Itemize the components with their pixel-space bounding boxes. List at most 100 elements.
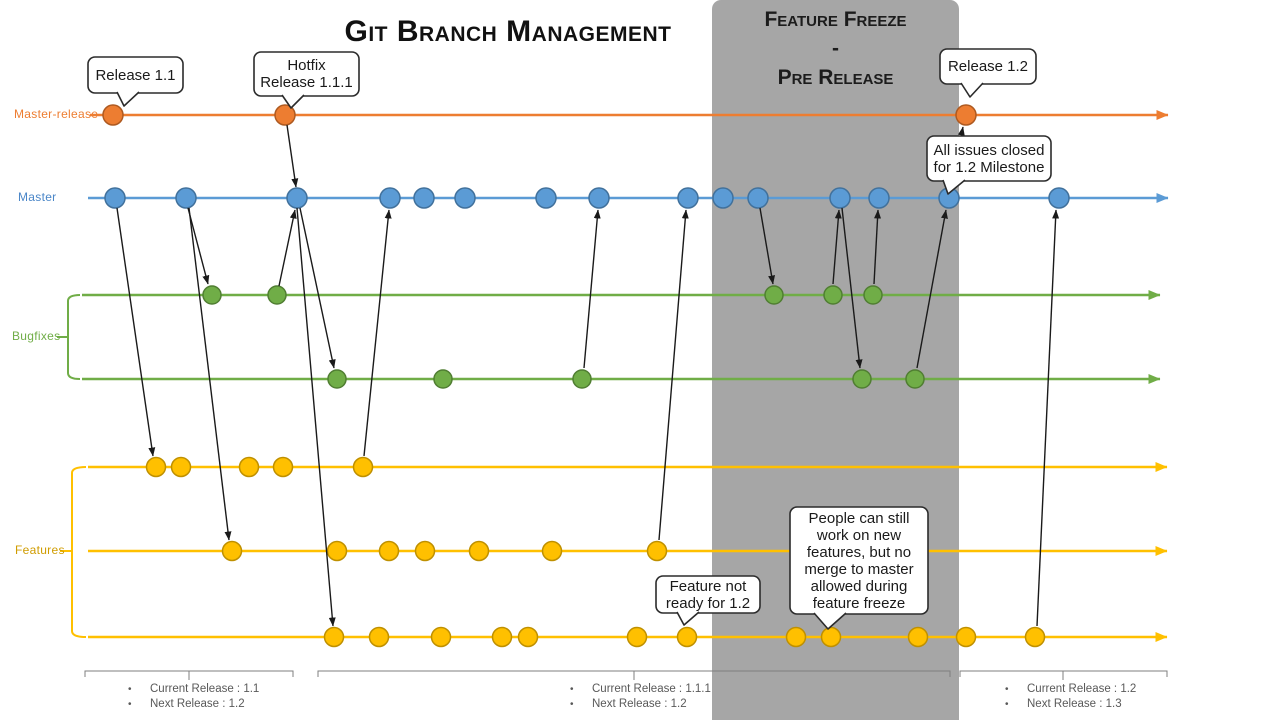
commit-dot-master [712, 187, 734, 209]
commit-dot-feature-2 [221, 540, 243, 562]
commit-dot-bugfix-2 [327, 369, 347, 389]
commit-dot-bugfix-1 [764, 285, 784, 305]
merge-arrow [188, 207, 232, 541]
merge-arrow [583, 209, 601, 369]
commit-dot-master [286, 187, 308, 209]
merge-arrow [187, 207, 210, 285]
commit-dot-feature-3 [820, 626, 842, 648]
commit-dot-master-release [955, 104, 977, 126]
commit-dot-feature-3 [517, 626, 539, 648]
release-info-list-2: • Current Release : 1.1.1 • Next Release :… [568, 682, 711, 712]
branch-group-bracket-bugfixes [67, 294, 81, 380]
release-info-row: • Current Release : 1.2 [1003, 682, 1136, 697]
commit-dot-feature-1 [145, 456, 167, 478]
callout-tail [813, 612, 847, 630]
merge-arrow [658, 209, 689, 541]
commit-dot-feature-3 [676, 626, 698, 648]
branch-group-bracket-features [71, 466, 87, 638]
bullet-icon: • [570, 699, 574, 710]
branch-label-master: Master [18, 190, 57, 204]
release-info-row: • Current Release : 1.1 [126, 682, 259, 697]
callout-hotfix-release-1-1-1: Hotfix Release 1.1.1 [260, 57, 353, 91]
merge-arrow [916, 209, 948, 369]
commit-dot-feature-2 [468, 540, 490, 562]
branch-label-master-release: Master-release [14, 107, 99, 121]
commit-dot-master [1048, 187, 1070, 209]
merge-arrow [116, 207, 156, 457]
branch-group-label-features: Features [15, 543, 65, 557]
callout-tail [281, 94, 305, 109]
callout-release-1-1: Release 1.1 [95, 66, 176, 84]
merge-arrow [873, 209, 882, 285]
callout-bubble [253, 51, 360, 97]
commit-dot-feature-3 [491, 626, 513, 648]
commit-dot-feature-3 [785, 626, 807, 648]
release-info-list-1: • Current Release : 1.1 • Next Release : 1… [126, 682, 259, 712]
release-info-row: • Next Release : 1.2 [126, 697, 259, 712]
commit-dot-master [829, 187, 851, 209]
commit-dot-master [747, 187, 769, 209]
commit-dot-master [379, 187, 401, 209]
release-info-row: • Next Release : 1.2 [568, 697, 711, 712]
commit-dot-master [413, 187, 435, 209]
commit-dot-feature-3 [626, 626, 648, 648]
merge-arrow [286, 124, 299, 188]
commit-dot-feature-3 [430, 626, 452, 648]
commit-dot-feature-1 [238, 456, 260, 478]
commit-dot-master-release [102, 104, 124, 126]
merge-arrow [832, 209, 842, 285]
merge-arrow [296, 207, 336, 627]
callout-feature-freeze-note: People can still work on new features, b… [804, 509, 914, 612]
release-info-list-3: • Current Release : 1.2 • Next Release : 1… [1003, 682, 1136, 712]
callout-tail [960, 82, 984, 98]
callout-tail [942, 179, 966, 195]
branch-group-label-bugfixes: Bugfixes [12, 329, 61, 343]
release-info-text: Next Release : 1.2 [592, 698, 687, 710]
commit-dot-bugfix-2 [572, 369, 592, 389]
merge-arrow [1036, 209, 1060, 627]
feature-freeze-heading-line1: Feature Freeze [764, 8, 907, 31]
callout-tail [676, 611, 700, 626]
commit-dot-master [677, 187, 699, 209]
feature-freeze-heading-line3: Pre Release [777, 66, 894, 89]
commit-dot-master [104, 187, 126, 209]
merge-arrow [299, 207, 336, 369]
release-info-row: • Next Release : 1.3 [1003, 697, 1136, 712]
commit-dot-master [868, 187, 890, 209]
commit-dot-feature-1 [352, 456, 374, 478]
release-info-row: • Current Release : 1.1.1 [568, 682, 711, 697]
bullet-icon: • [1005, 699, 1009, 710]
feature-freeze-heading-line2: - [832, 37, 839, 60]
commit-dot-bugfix-1 [863, 285, 883, 305]
commit-dot-feature-3 [323, 626, 345, 648]
commit-dot-master [535, 187, 557, 209]
merge-arrow [278, 209, 297, 287]
release-info-text: Next Release : 1.3 [1027, 698, 1122, 710]
merge-arrow [759, 207, 776, 285]
commit-dot-bugfix-2 [852, 369, 872, 389]
callout-bubble [926, 135, 1052, 182]
commit-dot-bugfix-1 [267, 285, 287, 305]
commit-dot-bugfix-1 [202, 285, 222, 305]
bullet-icon: • [128, 684, 132, 695]
callout-bubble [655, 575, 761, 614]
callout-feature-not-ready: Feature not ready for 1.2 [665, 577, 751, 612]
page-title: Git Branch Management [344, 15, 672, 48]
commit-dot-feature-3 [368, 626, 390, 648]
callout-tail [116, 91, 140, 107]
feature-freeze-heading: Feature Freeze - Pre Release [712, 5, 959, 92]
commit-dot-bugfix-2 [905, 369, 925, 389]
bullet-icon: • [128, 699, 132, 710]
commit-dot-feature-1 [272, 456, 294, 478]
merge-arrow [363, 209, 392, 457]
commit-dot-feature-3 [1024, 626, 1046, 648]
commit-dot-master [588, 187, 610, 209]
release-info-text: Next Release : 1.2 [150, 698, 245, 710]
commit-dot-master [454, 187, 476, 209]
bullet-icon: • [570, 684, 574, 695]
commit-dot-feature-3 [955, 626, 977, 648]
commit-dot-feature-2 [414, 540, 436, 562]
callout-all-issues-closed: All issues closed for 1.2 Milestone [933, 141, 1045, 176]
release-info-text: Current Release : 1.1.1 [592, 683, 711, 695]
